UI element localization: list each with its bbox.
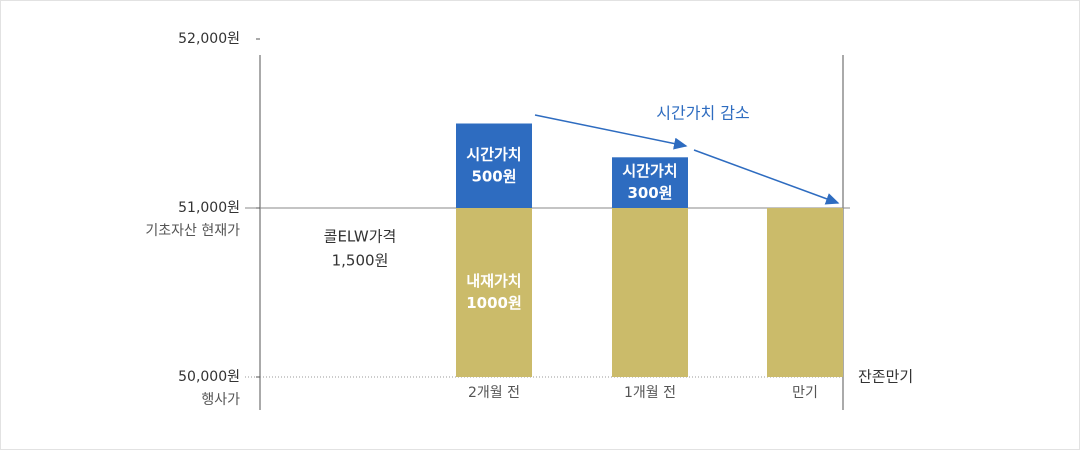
bar-segment <box>456 123 532 208</box>
segment-name: 시간가치 <box>622 162 677 180</box>
segment-name: 시간가치 <box>466 145 521 163</box>
x-tick-label: 만기 <box>792 385 818 401</box>
x-tick-label: 1개월 전 <box>624 385 676 401</box>
reference-label: 기초자산 현재가 <box>145 223 240 239</box>
trend-arrow <box>693 149 840 205</box>
segment-name: 내재가치 <box>466 272 521 290</box>
call-price-label: 콜ELW가격 <box>324 228 397 246</box>
y-tick-label: 51,000원 <box>178 200 240 216</box>
bar-segment <box>456 208 532 377</box>
segment-value: 1000원 <box>466 294 522 312</box>
reference-label: 행사가 <box>201 392 240 408</box>
segment-value: 300원 <box>627 184 672 202</box>
trend-annotation: 시간가치 감소 <box>656 104 749 123</box>
trend-arrow <box>534 114 688 150</box>
segment-value: 500원 <box>471 167 516 185</box>
bar-segment <box>612 157 688 208</box>
call-price-value: 1,500원 <box>332 252 389 270</box>
x-tick-label: 2개월 전 <box>468 385 520 401</box>
x-axis-label: 잔존만기 <box>858 368 913 386</box>
bar-segment <box>612 208 688 377</box>
y-tick-label: 50,000원 <box>178 369 240 385</box>
y-tick-label: 52,000원 <box>178 31 240 47</box>
bar-segment <box>767 208 843 377</box>
